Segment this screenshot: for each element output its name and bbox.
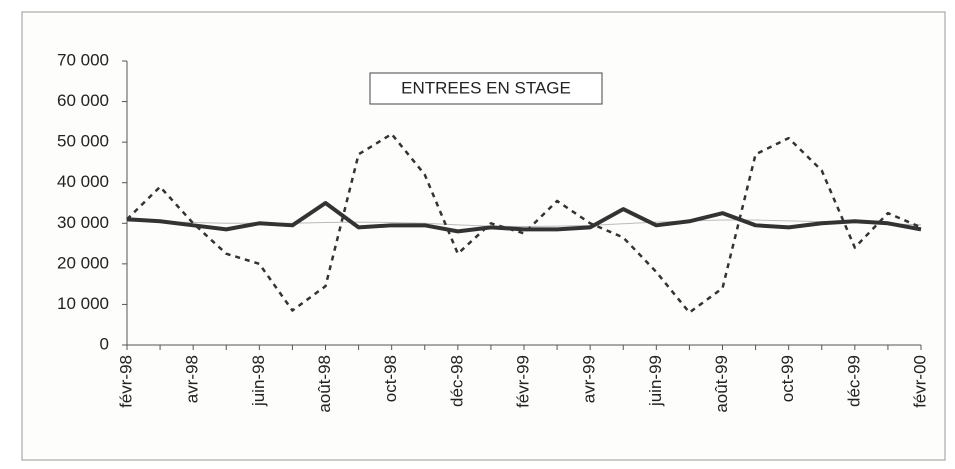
x-tick-label: juin-98 (249, 355, 268, 407)
x-tick-label: déc-99 (844, 355, 863, 407)
y-tick-label: 10 000 (57, 294, 109, 313)
x-tick-label: juin-99 (646, 355, 665, 407)
y-tick-label: 40 000 (57, 172, 109, 191)
x-tick-label: avr-99 (580, 355, 599, 403)
y-tick-label: 0 (100, 334, 109, 353)
series-line (126, 132, 922, 314)
x-tick-label: août-98 (315, 355, 334, 413)
y-tick-label: 20 000 (57, 253, 109, 272)
x-tick-label: avr-98 (183, 355, 202, 403)
y-tick-label: 50 000 (57, 132, 109, 151)
x-tick-label: août-99 (712, 355, 731, 413)
chart-title: ENTREES EN STAGE (401, 78, 571, 97)
x-tick-label: févr-00 (910, 355, 929, 408)
x-tick-label: févr-99 (513, 355, 532, 408)
y-tick-label: 70 000 (57, 50, 109, 69)
x-tick-label: déc-98 (447, 355, 466, 407)
series-line (126, 201, 922, 234)
x-tick-label: oct-98 (381, 355, 400, 402)
x-tick-label: oct-99 (778, 355, 797, 402)
y-tick-label: 60 000 (57, 91, 109, 110)
x-tick-label: févr-98 (116, 355, 135, 408)
y-tick-label: 30 000 (57, 213, 109, 232)
title-box (369, 72, 603, 105)
